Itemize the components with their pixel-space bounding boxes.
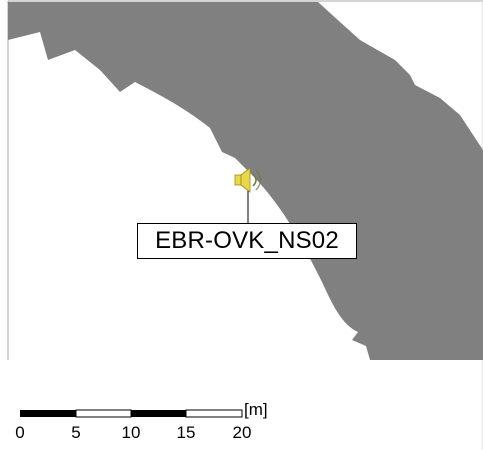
scale-segment-4 <box>185 409 243 418</box>
scale-segment-1 <box>20 410 76 417</box>
scale-tick-label: 15 <box>176 423 196 442</box>
scale-segment-2 <box>75 409 132 418</box>
source-label[interactable]: EBR-OVK_NS02 <box>137 223 357 259</box>
scale-tick-label: 20 <box>232 423 252 442</box>
scale-tick-label: 5 <box>71 423 81 442</box>
scale-unit-label: [m] <box>244 400 268 419</box>
scale-bar <box>20 409 243 418</box>
speaker-icon[interactable] <box>234 167 262 193</box>
scale-segment-3 <box>131 410 186 417</box>
scale-tick-label: 10 <box>121 423 141 442</box>
scale-tick-label: 0 <box>15 423 25 442</box>
building-footprint <box>8 2 483 360</box>
